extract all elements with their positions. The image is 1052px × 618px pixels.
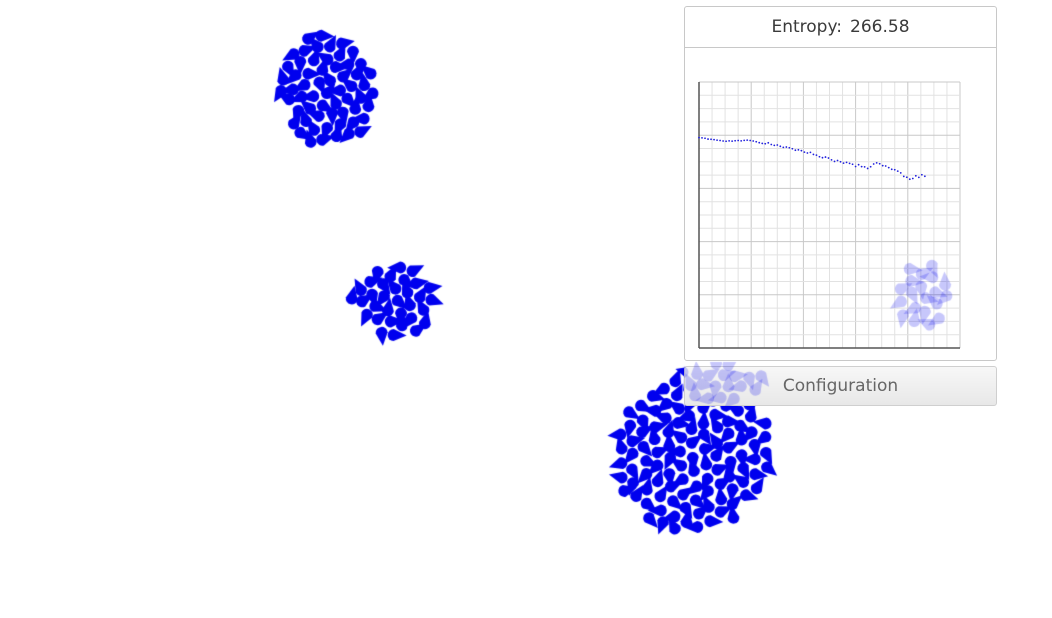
chart-point [707,138,709,140]
chart-point [716,139,718,142]
chart-point [824,156,827,158]
chart-point [875,161,878,164]
chart-point [737,139,740,142]
chart-point [809,151,812,154]
chart-point [782,146,785,149]
chart-point [860,165,863,168]
chart-point [923,175,926,178]
chart-point [734,139,737,142]
chart-point [878,162,881,165]
chart-point [704,137,706,140]
chart-point [836,159,839,162]
chart-point [773,144,776,147]
chart-point [752,140,755,142]
chart-point [797,148,800,151]
chart-point [848,162,851,165]
chart-point [800,149,803,152]
chart-point [905,176,908,179]
chart-point [761,142,764,145]
chart-point [872,163,875,165]
chart-point [698,136,700,139]
chart-point [743,139,746,142]
chart-point [890,168,893,171]
chart-point [914,174,917,177]
chart-point [893,168,896,171]
chart-point [917,176,920,179]
chart-point [728,139,731,142]
chart-point [746,139,749,142]
chart-point [806,152,809,154]
chart-point [758,141,761,144]
chart-point [845,161,848,164]
chart-point [899,172,902,174]
chart-point [884,165,887,167]
chart-point [788,146,791,149]
chart-point [740,139,743,142]
chart-point [710,138,712,141]
chart-point [770,143,773,146]
chart-point [767,141,770,144]
chart-point [719,139,721,142]
chart-point [785,146,788,148]
chart-point [854,165,857,168]
chart-point [863,165,866,168]
chart-point [842,162,845,165]
chart-point [896,170,899,173]
chart-point [764,142,767,145]
chart-point [866,167,869,170]
chart-point [815,154,818,157]
chart-point [902,175,905,178]
chart-point [881,164,884,167]
chart-point [722,140,724,142]
chart-point [812,153,815,156]
chart-point [776,144,779,146]
chart-point [827,157,830,159]
entropy-panel: Entropy: 266.58 [684,6,997,361]
chart-point [908,178,911,181]
chart-point [830,158,833,161]
chart-point [791,147,794,150]
chart-point [920,173,923,176]
entropy-header: Entropy: 266.58 [685,7,996,48]
chart-point [725,140,728,143]
chart-point [749,139,752,142]
configuration-button[interactable]: Configuration [684,366,997,406]
chart-point [803,151,806,154]
chart-point [821,156,824,159]
entropy-chart [698,81,961,349]
chart-point [833,160,836,163]
chart-point [869,165,872,168]
chart-point [713,138,715,141]
chart-point [911,177,914,180]
chart-point [701,136,703,139]
chart-point [731,140,734,143]
chart-point [779,145,782,148]
chart-point [794,149,797,152]
configuration-button-label: Configuration [782,376,899,396]
chart-point [887,166,890,169]
chart-point [839,160,842,163]
entropy-label: Entropy: [771,17,843,37]
chart-point [755,140,758,143]
chart-point [851,163,854,166]
chart-point [818,155,821,158]
entropy-value: 266.58 [850,17,910,37]
chart-point [857,163,860,166]
